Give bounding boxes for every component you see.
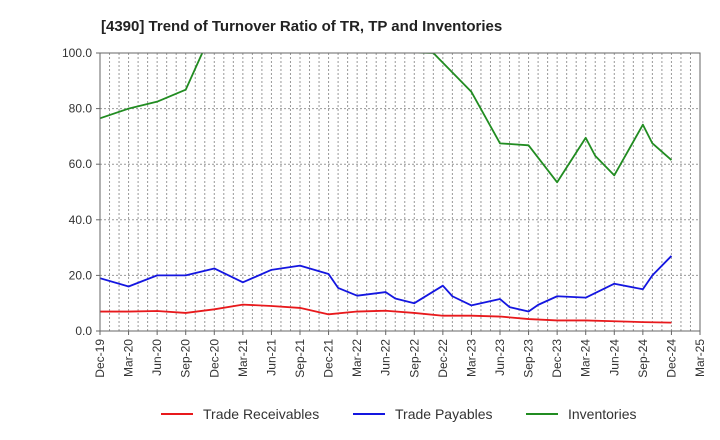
series-line-trade-receivables: [100, 303, 672, 324]
legend: Trade Receivables Trade Payables Inventori…: [161, 406, 636, 422]
x-tick-label: Jun-20: [150, 339, 164, 376]
series-layer: [100, 53, 673, 324]
y-tick-label: 0.0: [75, 324, 92, 338]
x-tick-label: Sep-21: [293, 339, 307, 378]
legend-label: Trade Receivables: [203, 406, 319, 422]
x-tick-label: Sep-20: [179, 339, 193, 378]
legend-label: Inventories: [568, 406, 636, 422]
y-tick-label: 60.0: [69, 157, 93, 171]
chart-title: [4390] Trend of Turnover Ratio of TR, TP…: [101, 18, 502, 35]
x-tick-label: Mar-25: [693, 339, 707, 377]
x-tick-label: Dec-23: [550, 339, 564, 378]
x-tick-label: Mar-24: [579, 339, 593, 377]
x-axis-ticks: Dec-19 Mar-20 Jun-20 Sep-20 Dec-20 Mar-21 Jun-…: [93, 331, 707, 378]
x-tick-label: Sep-22: [407, 339, 421, 378]
series-line-inventories: [100, 53, 673, 184]
y-axis-ticks: 0.0 20.0 40.0 60.0 80.0 100.0: [62, 46, 100, 338]
y-tick-label: 20.0: [69, 268, 93, 282]
x-tick-label: Dec-24: [664, 339, 678, 378]
y-tick-label: 100.0: [62, 46, 92, 60]
x-tick-label: Dec-21: [322, 339, 336, 378]
x-tick-label: Dec-19: [93, 339, 107, 378]
legend-label: Trade Payables: [395, 406, 493, 422]
series-line-trade-payables: [100, 255, 673, 313]
y-tick-label: 80.0: [69, 102, 93, 116]
x-tick-label: Mar-22: [350, 339, 364, 377]
plot-frame: [99, 52, 701, 332]
x-tick-label: Mar-23: [464, 339, 478, 377]
x-tick-label: Mar-20: [122, 339, 136, 377]
x-tick-label: Dec-20: [207, 339, 221, 378]
x-tick-label: Jun-21: [264, 339, 278, 376]
x-tick-label: Dec-22: [436, 339, 450, 378]
y-tick-label: 40.0: [69, 213, 93, 227]
grid: [100, 53, 700, 331]
x-tick-label: Sep-24: [636, 339, 650, 378]
x-tick-label: Sep-23: [522, 339, 536, 378]
x-tick-label: Jun-22: [379, 339, 393, 376]
x-tick-label: Mar-21: [236, 339, 250, 377]
x-tick-label: Jun-23: [493, 339, 507, 376]
x-tick-label: Jun-24: [607, 339, 621, 376]
